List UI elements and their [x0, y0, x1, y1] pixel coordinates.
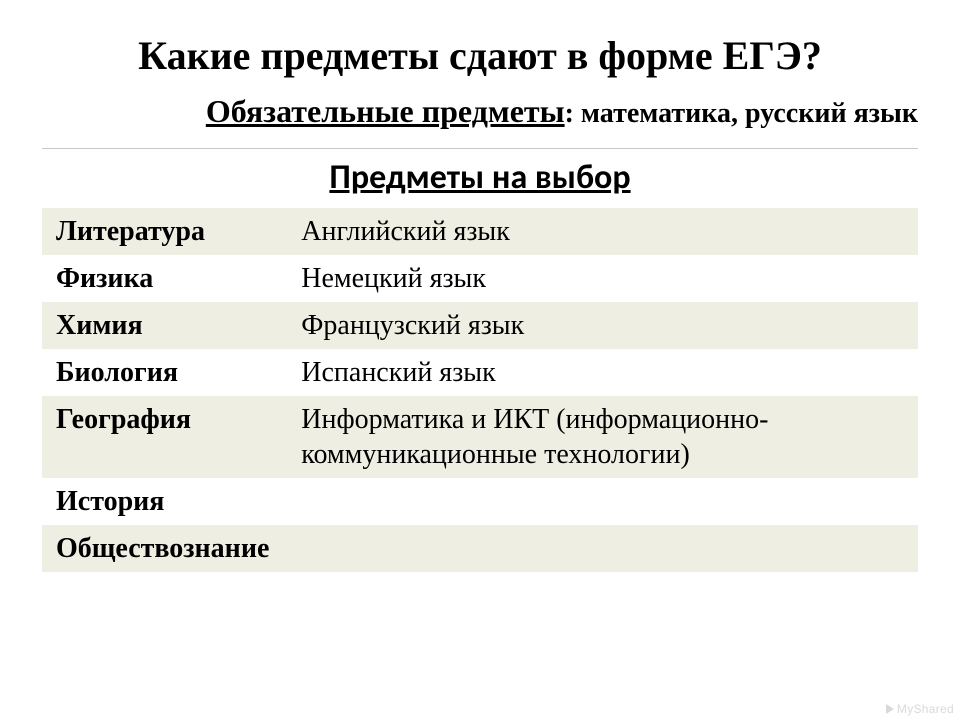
subject-right: Информатика и ИКТ (информационно-коммуни… — [287, 396, 918, 478]
subject-left: История — [42, 478, 287, 525]
subject-right: Английский язык — [287, 208, 918, 255]
table-row: История — [42, 478, 918, 525]
subject-left: Обществознание — [42, 525, 287, 572]
optional-subjects-title: Предметы на выбор — [42, 149, 918, 208]
subject-right: Испанский язык — [287, 349, 918, 396]
table-row: Биология Испанский язык — [42, 349, 918, 396]
table-row: Литература Английский язык — [42, 208, 918, 255]
subject-right: Французский язык — [287, 302, 918, 349]
subject-left: География — [42, 396, 287, 478]
table-row: География Информатика и ИКТ (информацион… — [42, 396, 918, 478]
optional-subjects-section: Предметы на выбор Литература Английский … — [42, 148, 918, 572]
subject-left: Биология — [42, 349, 287, 396]
subject-left: Химия — [42, 302, 287, 349]
subject-right — [287, 525, 918, 572]
table-row: Химия Французский язык — [42, 302, 918, 349]
subject-right — [287, 478, 918, 525]
subject-left: Физика — [42, 255, 287, 302]
slide: Какие предметы сдают в форме ЕГЭ? Обязат… — [0, 0, 960, 720]
optional-subjects-table: Литература Английский язык Физика Немецк… — [42, 208, 918, 572]
mandatory-values: : математика, русский язык — [565, 98, 918, 129]
mandatory-subjects-line: Обязательные предметы: математика, русск… — [42, 93, 918, 130]
mandatory-label: Обязательные предметы — [206, 93, 565, 129]
table-row: Физика Немецкий язык — [42, 255, 918, 302]
page-title: Какие предметы сдают в форме ЕГЭ? — [42, 32, 918, 79]
subject-right: Немецкий язык — [287, 255, 918, 302]
play-icon — [886, 704, 894, 714]
watermark: MyShared — [886, 702, 954, 716]
watermark-text: MyShared — [897, 702, 954, 716]
subject-left: Литература — [42, 208, 287, 255]
table-row: Обществознание — [42, 525, 918, 572]
